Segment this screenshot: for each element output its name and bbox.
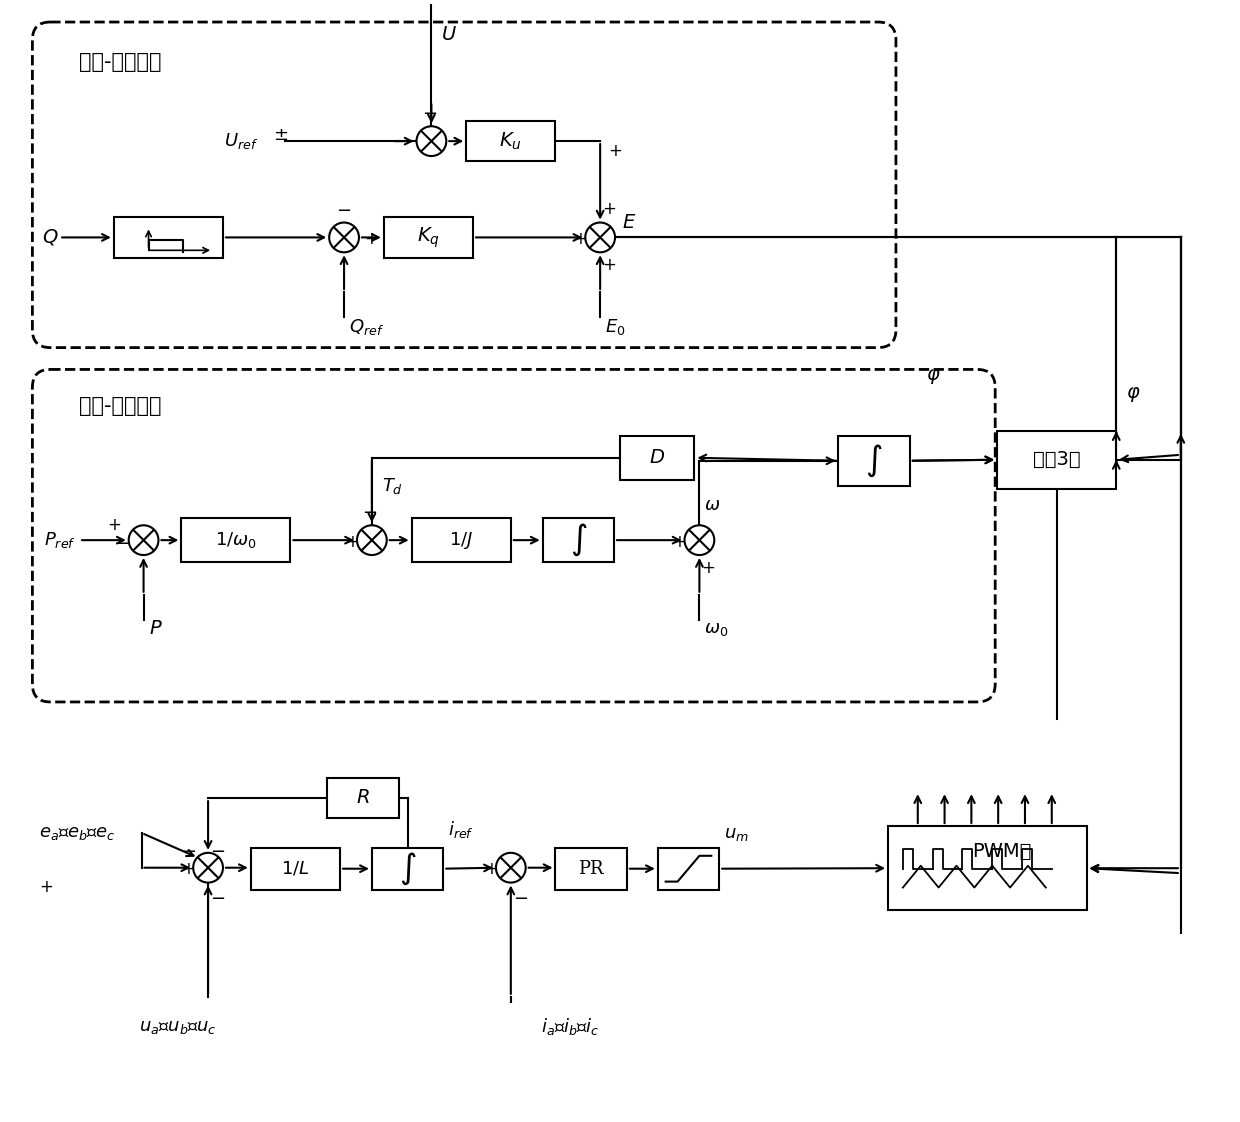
Text: $\varphi$: $\varphi$: [926, 367, 941, 386]
Text: $-$: $-$: [210, 840, 226, 858]
Text: $\int$: $\int$: [399, 850, 417, 886]
Text: 有功-频率控制: 有功-频率控制: [79, 396, 161, 416]
Text: $+$: $+$: [181, 862, 195, 879]
Bar: [657, 848, 719, 890]
Circle shape: [496, 853, 526, 883]
Text: $P$: $P$: [149, 619, 162, 637]
Text: PR: PR: [579, 859, 604, 877]
Bar: [888, 826, 1086, 910]
Text: $i_a$、$i_b$、$i_c$: $i_a$、$i_b$、$i_c$: [541, 1017, 600, 1037]
Circle shape: [357, 525, 387, 555]
Text: $Q$: $Q$: [42, 228, 58, 248]
Bar: [372, 848, 444, 890]
Text: $E_0$: $E_0$: [605, 316, 626, 337]
Text: $+$: $+$: [702, 560, 715, 577]
Bar: [181, 518, 290, 562]
Text: $E$: $E$: [622, 214, 636, 232]
Circle shape: [585, 222, 615, 252]
Bar: [620, 436, 694, 479]
Text: $+$: $+$: [603, 257, 616, 274]
Circle shape: [417, 127, 446, 156]
Text: $Q_{ref}$: $Q_{ref}$: [348, 316, 384, 337]
Text: $+$: $+$: [107, 517, 120, 534]
Text: $+$: $+$: [40, 879, 53, 896]
Text: $\pm$: $\pm$: [273, 126, 288, 145]
Text: $1/\omega_0$: $1/\omega_0$: [215, 531, 257, 550]
Text: $+$: $+$: [363, 231, 378, 248]
Text: $-$: $-$: [422, 103, 436, 121]
Text: PWM波: PWM波: [972, 842, 1032, 861]
Bar: [997, 431, 1116, 488]
Text: $+$: $+$: [603, 201, 616, 218]
Text: $-$: $-$: [181, 840, 196, 858]
Bar: [383, 217, 474, 258]
Text: $R$: $R$: [356, 789, 370, 807]
Text: $-$: $-$: [114, 533, 129, 551]
Text: $u_a$、$u_b$、$u_c$: $u_a$、$u_b$、$u_c$: [139, 1018, 217, 1036]
Text: $U$: $U$: [441, 26, 458, 44]
Bar: [838, 436, 910, 486]
Text: $+$: $+$: [484, 862, 498, 879]
Circle shape: [129, 525, 159, 555]
Text: $-$: $-$: [336, 200, 351, 218]
Text: $+$: $+$: [345, 534, 360, 551]
Circle shape: [193, 853, 223, 883]
Bar: [543, 518, 614, 562]
Text: $i_{ref}$: $i_{ref}$: [449, 819, 474, 840]
Text: $\omega$: $\omega$: [704, 496, 720, 514]
Bar: [412, 518, 511, 562]
Text: $-$: $-$: [362, 503, 377, 521]
Text: $\int$: $\int$: [866, 442, 883, 479]
Text: $K_q$: $K_q$: [417, 226, 440, 250]
Circle shape: [684, 525, 714, 555]
Text: $-$: $-$: [513, 888, 528, 905]
Text: $+$: $+$: [608, 144, 622, 160]
Text: 式（3）: 式（3）: [1033, 450, 1080, 469]
Bar: [327, 779, 398, 818]
Text: $1/J$: $1/J$: [449, 530, 474, 551]
Text: 无功-电压控制: 无功-电压控制: [79, 52, 161, 72]
Text: $-$: $-$: [210, 888, 226, 905]
Bar: [556, 848, 627, 890]
Text: $D$: $D$: [650, 449, 666, 467]
Text: $T_d$: $T_d$: [382, 476, 403, 496]
Text: $\int$: $\int$: [569, 522, 587, 559]
Bar: [114, 217, 223, 258]
Text: $+$: $+$: [573, 231, 588, 248]
Text: $u_m$: $u_m$: [724, 825, 749, 843]
Bar: [250, 848, 340, 890]
Text: $P_{ref}$: $P_{ref}$: [45, 531, 76, 550]
Bar: [466, 121, 556, 160]
Text: $1/L$: $1/L$: [281, 859, 310, 877]
Text: $\omega_0$: $\omega_0$: [704, 619, 729, 637]
Text: $+$: $+$: [672, 534, 687, 551]
Text: $K_u$: $K_u$: [500, 130, 522, 151]
Text: $U_{ref}$: $U_{ref}$: [223, 131, 258, 151]
Text: $\varphi$: $\varphi$: [1126, 385, 1141, 404]
Circle shape: [329, 222, 358, 252]
Text: $e_a$、$e_b$、$e_c$: $e_a$、$e_b$、$e_c$: [40, 824, 117, 842]
